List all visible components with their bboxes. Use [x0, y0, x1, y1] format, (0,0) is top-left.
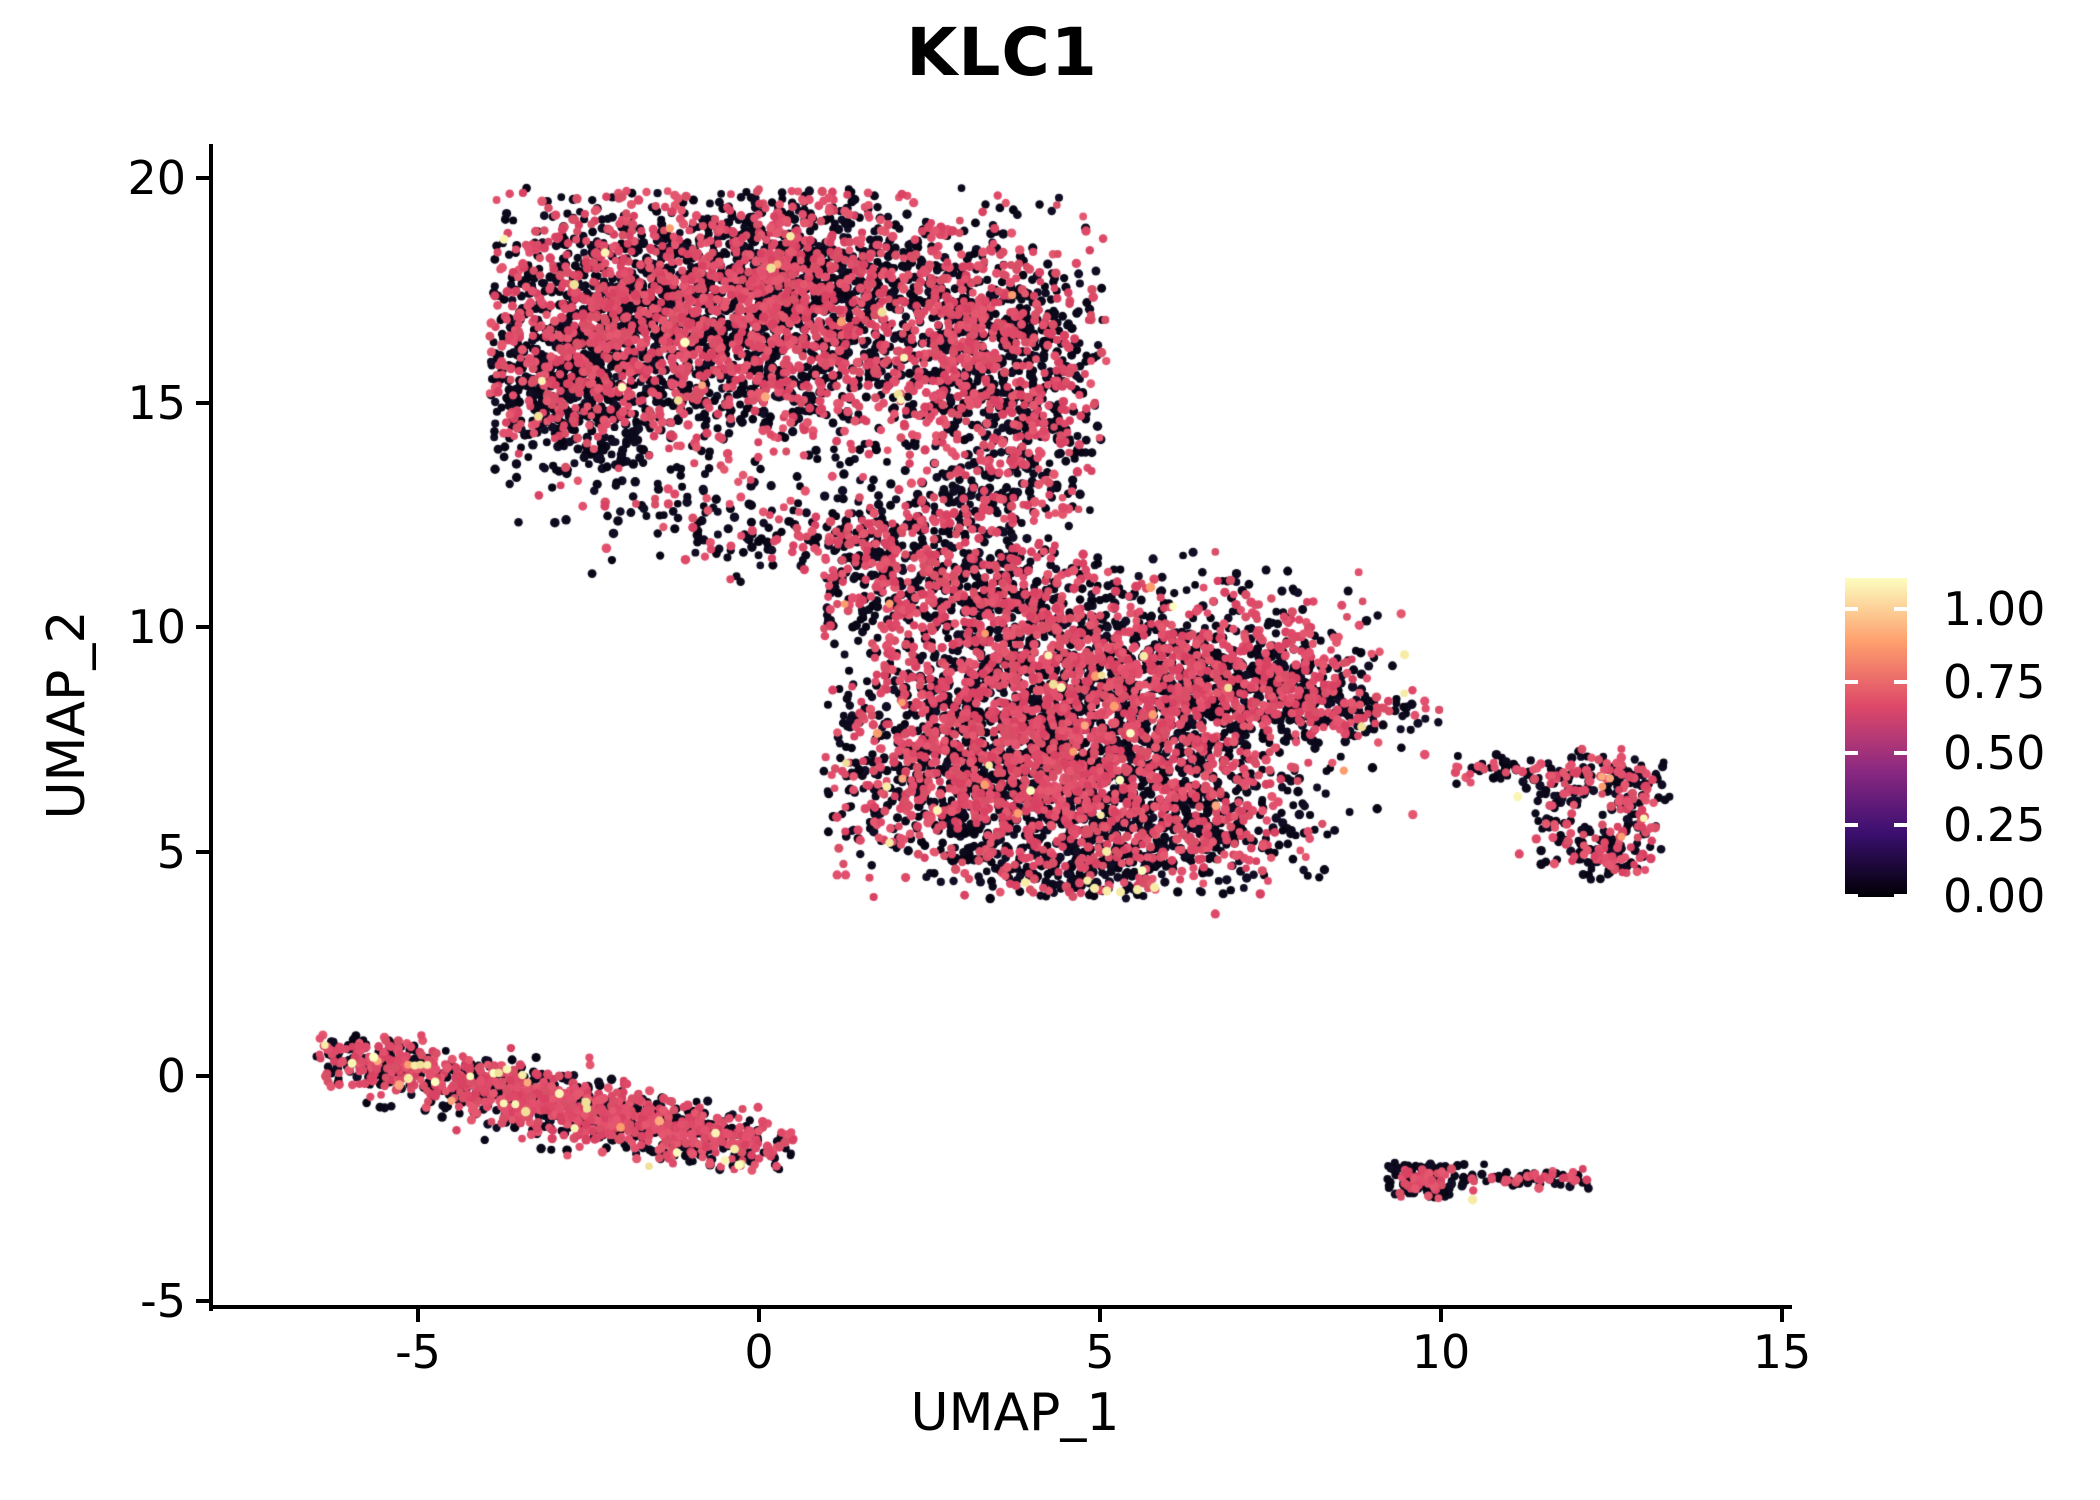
colorbar-tick-label: 1.00	[1943, 581, 2046, 636]
colorbar-tick-label: 0.25	[1943, 797, 2046, 852]
colorbar-tick-label: 0.00	[1943, 868, 2046, 923]
colorbar-tick-mark	[1845, 606, 1858, 611]
x-tick-mark	[757, 1309, 761, 1322]
colorbar	[1845, 578, 1907, 897]
y-tick-label: 0	[156, 1049, 186, 1103]
x-tick-mark	[1439, 1309, 1443, 1322]
x-tick-label: 15	[1752, 1325, 1812, 1379]
plot-title: KLC1	[906, 14, 1098, 91]
x-tick-label: 0	[744, 1325, 774, 1379]
colorbar-tick-mark	[1845, 751, 1858, 756]
y-tick-mark	[196, 625, 209, 629]
y-tick-label: 5	[156, 824, 186, 879]
colorbar-tick-label: 0.50	[1943, 726, 2046, 781]
colorbar-tick-mark	[1894, 606, 1907, 611]
y-tick-label: 20	[127, 151, 186, 205]
colorbar-tick-mark	[1894, 822, 1907, 827]
colorbar-tick-mark	[1894, 679, 1907, 684]
colorbar-tick-label: 0.75	[1943, 654, 2046, 709]
colorbar-tick-mark	[1845, 679, 1858, 684]
colorbar-tick-mark	[1845, 893, 1858, 898]
y-tick-label: -5	[140, 1273, 186, 1328]
colorbar-tick-mark	[1845, 822, 1858, 827]
y-tick-mark	[196, 849, 209, 854]
y-tick-label: 15	[127, 375, 186, 430]
y-tick-mark	[196, 400, 209, 405]
x-axis-label: UMAP_1	[910, 1383, 1120, 1443]
x-tick-mark	[1780, 1309, 1784, 1322]
y-tick-mark	[196, 1298, 209, 1303]
x-tick-label: 5	[1085, 1325, 1115, 1379]
x-tick-label: -5	[395, 1325, 441, 1379]
x-axis-line	[209, 1305, 1792, 1309]
y-tick-mark	[196, 176, 209, 180]
x-tick-mark	[416, 1309, 420, 1322]
x-tick-label: 10	[1411, 1325, 1471, 1379]
colorbar-tick-mark	[1894, 751, 1907, 756]
y-tick-label: 10	[127, 600, 186, 654]
x-tick-mark	[1098, 1309, 1102, 1322]
y-tick-mark	[196, 1074, 209, 1078]
y-axis-line	[209, 144, 213, 1311]
colorbar-tick-mark	[1894, 893, 1907, 898]
